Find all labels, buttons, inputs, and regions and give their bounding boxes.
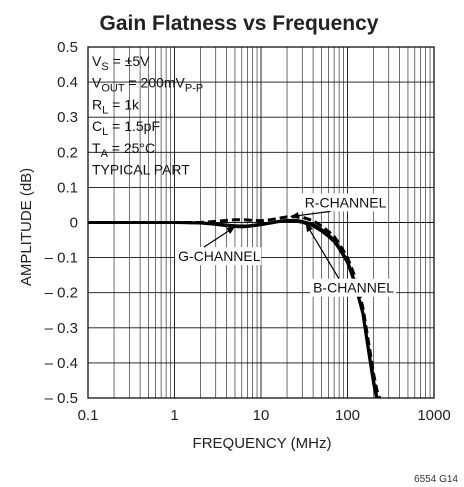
chart-title: Gain Flatness vs Frequency [100,12,379,35]
y-tick-label: – 0.3 [45,320,78,337]
condition-line: TYPICAL PART [92,162,190,178]
x-tick-label: 1 [170,407,178,424]
x-tick-label: 100 [335,407,360,424]
condition-line: TA = 25°C [92,140,155,160]
series-b-channel [88,218,379,399]
condition-line: CL = 1.5pF [92,118,160,138]
figure-id: 6554 G14 [414,474,458,485]
y-tick-label: 0.1 [57,179,78,196]
annotation-bg [310,278,397,297]
tick-labels: 0.1 1 10 100 1000 – 0.5 – 0.4 – 0.3 – 0.2 – 0.1 0 0… [45,39,451,424]
y-tick-label: – 0.4 [45,355,78,372]
annotation-g-channel: G-CHANNEL [178,248,261,264]
annotation-bg [175,247,262,266]
condition-line: VS = ±5V [92,53,150,73]
annotation-arrowhead [226,226,235,235]
x-tick-label: 10 [253,407,270,424]
y-tick-label: 0.3 [57,109,78,126]
y-tick-label: 0.4 [57,74,78,91]
y-axis-label: AMPLITUDE (dB) [18,168,35,286]
condition-line: RL = 1k [92,96,140,116]
x-tick-label: 0.1 [78,407,99,424]
annotation-b-channel: B-CHANNEL [313,280,394,296]
y-tick-label: 0.2 [57,144,78,161]
annotation-arrowhead [290,212,300,219]
y-tick-label: – 0.5 [45,390,78,407]
x-tick-label: 1000 [417,407,450,424]
annotation-arrow [305,223,340,280]
y-tick-label: – 0.1 [45,250,78,267]
y-tick-label: 0 [70,215,78,232]
channel-annotations: R-CHANNEL G-CHANNEL B-CHANNEL [175,193,397,297]
y-tick-label: 0.5 [57,39,78,56]
annotation-bg [301,193,388,212]
series-layer [88,215,382,399]
plot-frame [87,46,435,399]
annotation-r-channel: R-CHANNEL [305,194,387,210]
condition-line: VOUT = 200mVP-P [92,75,203,95]
annotation-arrowhead [305,223,313,233]
x-axis-label: FREQUENCY (MHz) [193,435,332,452]
y-tick-label: – 0.2 [45,285,78,302]
